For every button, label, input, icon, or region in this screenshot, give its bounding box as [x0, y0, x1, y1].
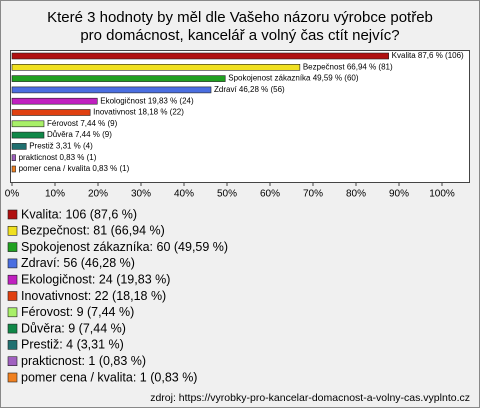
x-tick-label: 100%: [429, 189, 455, 200]
legend-label: Kvalita: 106 (87,6 %): [21, 207, 137, 221]
legend-swatch: [7, 340, 18, 350]
bar: [11, 109, 91, 116]
legend-swatch: [7, 274, 18, 285]
legend-swatch: [7, 226, 18, 236]
legend-swatch: [7, 242, 18, 252]
legend-label: Důvěra: 9 (7,44 %): [21, 321, 126, 335]
bar: [11, 165, 16, 173]
x-tick-label: 30%: [131, 189, 151, 200]
x-tick-label: 70%: [303, 189, 323, 200]
legend-swatch: [7, 307, 18, 318]
x-tick-label: 80%: [346, 189, 366, 200]
bar: [11, 52, 389, 60]
bar: [11, 131, 45, 139]
legend-swatch: [7, 209, 18, 220]
bar-label: Férovost 7,44 % (9): [47, 119, 118, 128]
bar: [11, 86, 212, 94]
x-tick-label: 10%: [45, 189, 65, 200]
legend-label: Ekologičnost: 24 (19,83 %): [21, 272, 170, 286]
legend-label: Spokojenost zákazníka: 60 (49,59 %): [21, 240, 228, 254]
legend-swatch: [7, 258, 18, 269]
bar-label: Důvěra 7,44 % (9): [47, 130, 112, 139]
bar: [11, 154, 16, 161]
chart-title: Které 3 hodnoty by měl dle Vašeho názoru…: [47, 9, 433, 44]
legend-label: Férovost: 9 (7,44 %): [21, 305, 134, 319]
bar-label: prakticnost 0,83 % (1): [19, 153, 97, 162]
bar: [11, 75, 226, 82]
legend-label: Inovativnost: 22 (18,18 %): [21, 289, 166, 303]
bar-label: pomer cena / kvalita 0,83 % (1): [19, 164, 130, 173]
x-tick-label: 20%: [88, 189, 108, 200]
plot-area: [10, 50, 470, 183]
legend-label: pomer cena / kvalita: 1 (0,83 %): [21, 370, 197, 384]
bar: [11, 97, 98, 105]
legend-label: Bezpečnost: 81 (66,94 %): [21, 224, 165, 238]
bar-label: Spokojenost zákazníka 49,59 % (60): [228, 74, 359, 83]
bar-label: Bezpečnost 66,94 % (81): [303, 62, 393, 71]
x-tick-label: 40%: [174, 189, 194, 200]
x-tick-label: 0%: [5, 189, 20, 200]
bar-label: Ekologičnost 19,83 % (24): [100, 96, 194, 105]
legend-label: Zdraví: 56 (46,28 %): [21, 256, 135, 270]
bar-label: Zdraví 46,28 % (56): [214, 85, 285, 94]
legend-swatch: [7, 323, 18, 334]
legend-swatch: [7, 372, 18, 383]
legend-swatch: [7, 356, 18, 367]
bar-label: Inovativnost 18,18 % (22): [93, 108, 184, 117]
legend-label: Prestiž: 4 (3,31 %): [21, 338, 124, 352]
bar: [11, 143, 27, 150]
x-tick-label: 90%: [389, 189, 409, 200]
bar-label: Prestiž 3,31 % (4): [29, 142, 93, 151]
source: zdroj: https://vyrobky-pro-kancelar-doma…: [150, 392, 470, 404]
legend-label: prakticnost: 1 (0,83 %): [21, 354, 146, 368]
bar: [11, 120, 45, 128]
bar-label: Kvalita 87,6 % (106): [392, 51, 464, 60]
bar: [11, 64, 301, 71]
x-tick-label: 60%: [260, 189, 280, 200]
legend-swatch: [7, 291, 18, 301]
x-tick-label: 50%: [217, 189, 237, 200]
